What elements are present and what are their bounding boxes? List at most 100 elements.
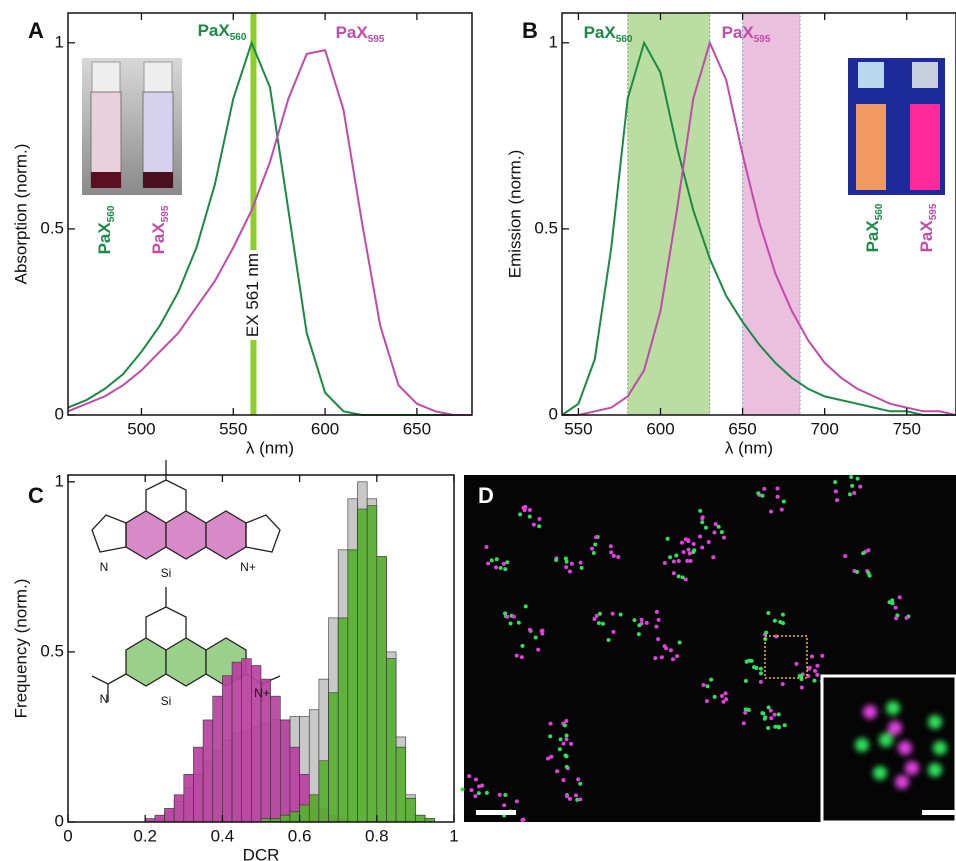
panel-label: D (478, 483, 494, 508)
localization (772, 618, 777, 623)
localization (776, 712, 781, 717)
atom-label: N (100, 560, 109, 574)
annotation: EX 561 nm (243, 253, 262, 337)
scale-bar (476, 810, 516, 815)
localization (579, 565, 584, 570)
series-name: PaX (198, 21, 231, 40)
localization (592, 616, 597, 621)
series-name: PaX (863, 220, 882, 253)
localization (467, 774, 472, 779)
localization (564, 733, 569, 738)
localization (769, 716, 774, 721)
zoom-box (764, 635, 808, 679)
x-tick-label: 600 (311, 419, 339, 438)
localization (743, 678, 748, 683)
series-label: PaX595 (917, 203, 938, 252)
localization (477, 784, 482, 789)
localization (724, 697, 729, 702)
series-label: PaX560 (95, 205, 116, 254)
series-label: PaX595 (336, 23, 385, 44)
histogram-bar (193, 746, 204, 823)
localization (606, 638, 611, 643)
histogram-bar (173, 794, 185, 823)
localization (685, 558, 690, 563)
series-label: PaX560 (584, 23, 633, 44)
localization (555, 769, 560, 774)
histogram-bar (202, 719, 214, 823)
localization (700, 545, 705, 550)
x-tick-label: 650 (403, 419, 431, 438)
series-name: PaX (95, 222, 114, 255)
filter-band (627, 12, 711, 416)
localization (679, 540, 684, 545)
annotation-bg (242, 250, 265, 340)
localization (591, 551, 596, 556)
localization (564, 559, 569, 564)
localization (639, 617, 644, 622)
localization (807, 665, 812, 670)
localization (665, 536, 670, 541)
series-label: PaX560 (863, 203, 884, 252)
localization (484, 790, 489, 795)
panel: 0 0.2 0.4 0.6 0.8 1 0 0.5 1 DCR Frequency (norm.) C… (11, 471, 458, 861)
localization (616, 555, 621, 560)
localization (564, 565, 569, 570)
histogram-bar (366, 505, 378, 823)
series-name: PaX (584, 23, 617, 42)
series-name: PaX (336, 23, 369, 42)
localization (569, 561, 574, 566)
localization (833, 489, 838, 494)
histogram-bar (415, 814, 426, 823)
localization (469, 788, 474, 793)
localization (764, 630, 769, 635)
localization (590, 546, 595, 551)
localization (503, 793, 508, 798)
zoom-localization (863, 705, 877, 719)
localization (762, 486, 767, 491)
localization (833, 480, 838, 485)
localization (680, 575, 685, 580)
localization (531, 522, 536, 527)
localization (894, 616, 899, 621)
localization (797, 673, 802, 678)
series-name: PaX (722, 23, 755, 42)
series-name: PaX (917, 220, 936, 253)
filter-band (742, 12, 801, 416)
localization (674, 553, 679, 558)
localization (893, 605, 898, 610)
localization (668, 648, 673, 653)
localization (850, 483, 855, 488)
localization (578, 781, 583, 786)
localization (758, 666, 763, 671)
localization (564, 719, 569, 724)
localization (578, 797, 583, 802)
localization (820, 653, 825, 658)
localization (890, 601, 895, 606)
localization (741, 721, 746, 726)
localization (711, 555, 716, 560)
x-tick-label: 0 (63, 826, 72, 845)
localization (476, 791, 481, 796)
localization (567, 796, 572, 801)
x-tick-label: 650 (728, 419, 756, 438)
localization (574, 793, 579, 798)
atom-label: N+ (240, 560, 256, 574)
localization (644, 620, 649, 625)
localization (608, 544, 613, 549)
panel-label: C (28, 483, 44, 508)
localization (539, 629, 544, 634)
x-axis-label: λ (nm) (725, 438, 773, 457)
x-tick-label: 0.4 (211, 826, 235, 845)
localization (847, 492, 852, 497)
x-axis-label: DCR (243, 845, 280, 861)
localization (489, 558, 494, 563)
plot-frame (561, 12, 956, 416)
localization (554, 557, 559, 562)
localization (567, 569, 572, 574)
localization (460, 787, 465, 792)
y-tick-label: 1 (55, 471, 64, 490)
localization (775, 494, 780, 499)
localization (505, 614, 510, 619)
localization (712, 530, 717, 535)
